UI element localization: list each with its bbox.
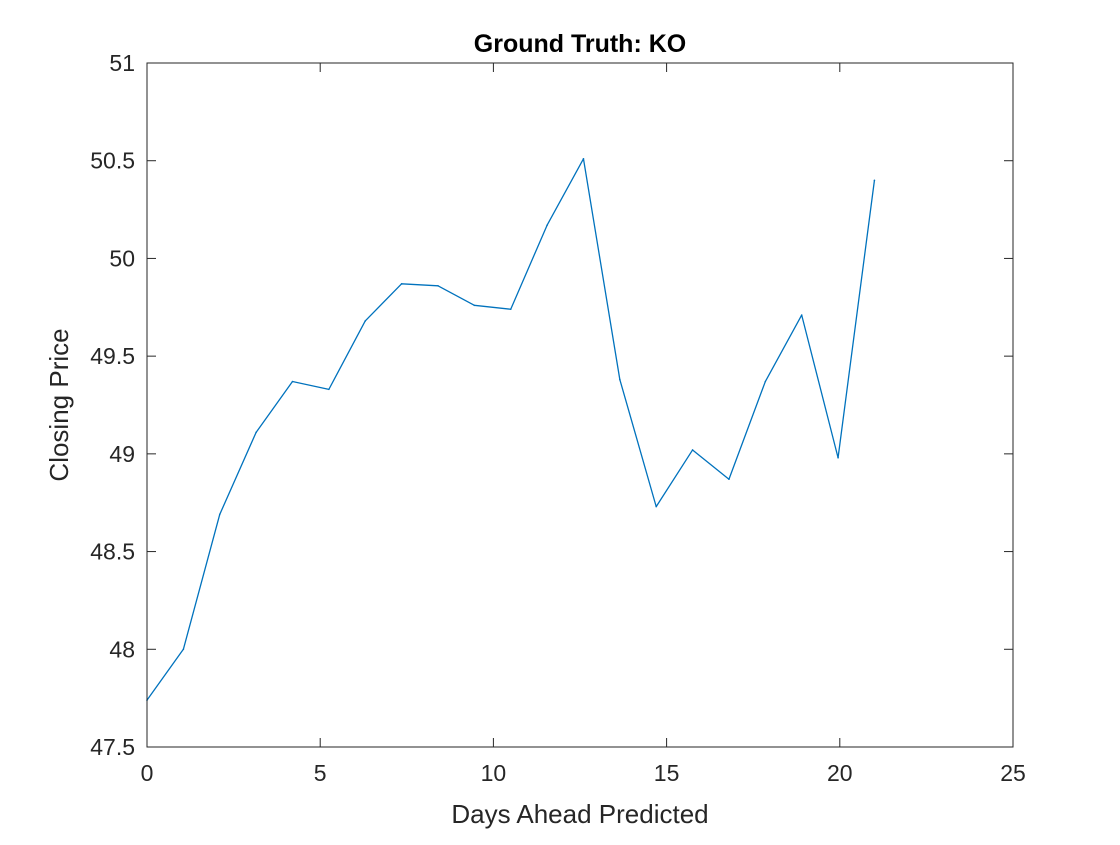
plot-area-border — [146, 62, 1014, 748]
y-tick-label: 48 — [109, 636, 135, 662]
data-point — [473, 304, 476, 307]
data-point — [764, 380, 767, 383]
data-point — [291, 380, 294, 383]
data-point — [582, 157, 585, 160]
y-tick-label: 48.5 — [90, 539, 135, 565]
y-axis-label: Closing Price — [44, 328, 74, 481]
x-tick-label: 25 — [1000, 760, 1026, 786]
data-point — [691, 449, 694, 451]
data-point — [437, 284, 439, 287]
chart-title: Ground Truth: KO — [474, 30, 686, 58]
y-tick-label: 49 — [109, 441, 135, 467]
data-point — [728, 478, 730, 481]
data-point — [364, 320, 367, 322]
data-point — [873, 179, 876, 182]
x-axis-label: Days Ahead Predicted — [451, 799, 708, 829]
x-tick-label: 10 — [481, 760, 507, 786]
y-axis-ticks: 47.5 48 48.5 49 49.5 50 50.5 51 — [90, 50, 1013, 760]
y-tick-label: 50 — [109, 245, 135, 271]
data-point — [328, 388, 330, 391]
data-point — [182, 648, 185, 651]
data-point — [218, 513, 221, 516]
x-tick-label: 5 — [314, 760, 327, 786]
y-tick-label: 50.5 — [90, 148, 135, 174]
data-point — [255, 431, 257, 434]
x-tick-label: 15 — [654, 760, 680, 786]
x-tick-label: 20 — [827, 760, 853, 786]
x-tick-label: 0 — [141, 760, 154, 786]
x-axis-ticks: 0 5 10 15 20 25 — [141, 63, 1026, 786]
y-tick-label: 51 — [109, 50, 135, 76]
y-tick-label: 49.5 — [90, 343, 135, 369]
data-point — [400, 283, 403, 285]
data-point — [509, 308, 512, 311]
data-point — [837, 456, 839, 459]
data-point — [546, 224, 548, 227]
data-point — [619, 378, 621, 381]
series-group — [146, 157, 876, 701]
data-point — [655, 505, 658, 508]
y-tick-label: 47.5 — [90, 734, 135, 760]
data-point — [800, 314, 803, 316]
